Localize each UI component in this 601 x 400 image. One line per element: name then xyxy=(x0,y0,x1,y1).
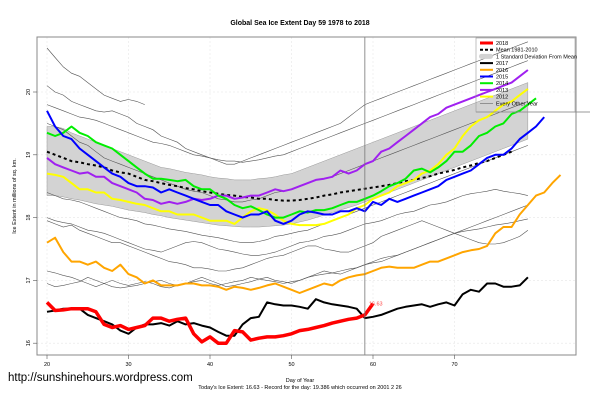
mean-line xyxy=(46,150,512,202)
chart-title: Global Sea Ice Extent Day 59 1978 to 201… xyxy=(230,20,369,27)
y-axis-label: Ice Extent in millions of sq. km. xyxy=(12,158,18,234)
y-tick-label: 20 xyxy=(26,89,32,95)
grid xyxy=(37,37,576,355)
background-year-line xyxy=(46,41,529,165)
background-year-line xyxy=(46,188,528,256)
x-axis: 20 30 40 50 60 70 xyxy=(44,355,458,368)
x-tick-label: 40 xyxy=(207,362,213,368)
legend-box xyxy=(475,37,576,113)
series-line-2013 xyxy=(46,69,529,205)
legend-label: 2016 xyxy=(496,68,508,74)
today-value-label: 16.63 xyxy=(369,302,383,308)
plot-frame xyxy=(36,36,577,356)
legend-label: 2015 xyxy=(496,75,508,81)
legend-label: 2018 xyxy=(496,41,508,47)
series-lines xyxy=(45,69,562,345)
legend-label: Every Other Year xyxy=(496,101,538,107)
legend-label: 2014 xyxy=(496,81,508,87)
legend-label: 2013 xyxy=(496,88,508,94)
y-axis: 16 17 18 19 20 xyxy=(26,89,37,346)
series-line-2016 xyxy=(46,174,562,294)
legend-label: 2012 xyxy=(496,95,508,101)
background-year-line xyxy=(46,60,529,163)
series-line-2015 xyxy=(46,110,545,225)
legend-label: 2017 xyxy=(496,61,508,67)
footer-text: Today's Ice Extent: 16.63 - Record for t… xyxy=(198,385,401,391)
x-tick-label: 60 xyxy=(370,362,376,368)
background-year-line xyxy=(46,220,529,272)
background-year-line xyxy=(46,47,145,105)
y-tick-label: 19 xyxy=(26,152,32,158)
background-year-line xyxy=(46,145,529,243)
series-line-2014 xyxy=(46,97,537,219)
legend-label: Mean 1981-2010 xyxy=(496,48,538,54)
x-axis-label: Day of Year xyxy=(286,378,315,384)
legend-swatch-band xyxy=(479,53,493,59)
x-tick-label: 30 xyxy=(125,362,131,368)
legend-label: 1 Standard Deviation From Mean xyxy=(496,54,577,60)
y-tick-label: 18 xyxy=(26,215,32,221)
y-tick-label: 17 xyxy=(26,277,32,283)
background-year-line xyxy=(46,218,528,289)
series-line-2018 xyxy=(45,301,375,345)
x-tick-label: 70 xyxy=(451,362,457,368)
x-tick-label: 50 xyxy=(288,362,294,368)
watermark-url: http://sunshinehours.wordpress.com xyxy=(8,372,193,384)
x-tick-label: 20 xyxy=(44,362,50,368)
mean-line-group xyxy=(46,150,512,202)
y-tick-label: 16 xyxy=(26,340,32,346)
series-line-2017 xyxy=(46,276,529,337)
